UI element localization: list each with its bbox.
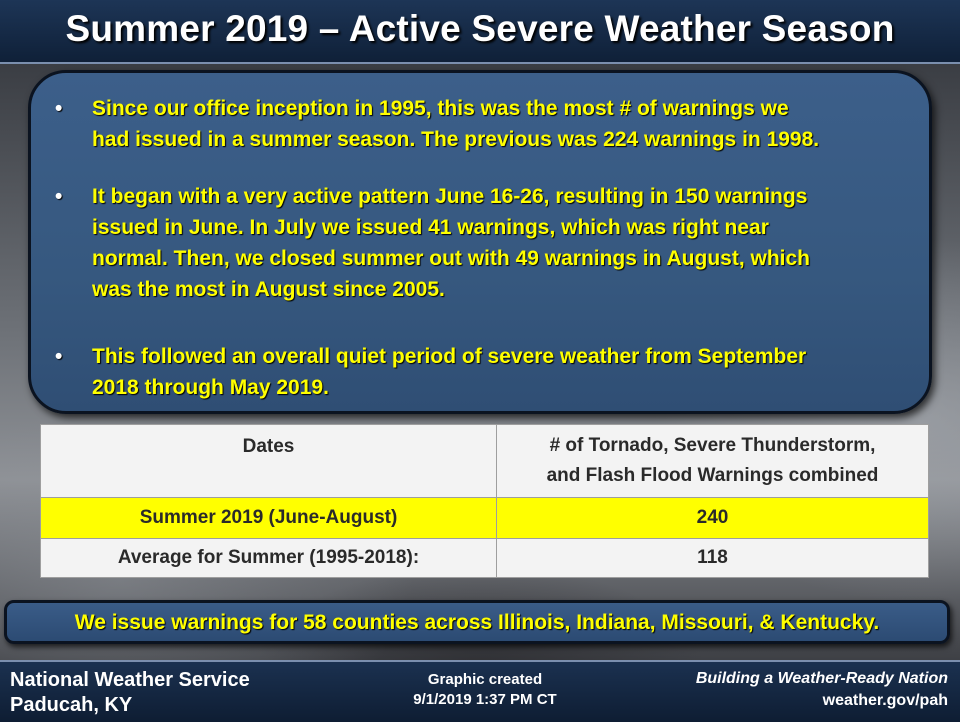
header-label: # of Tornado, Severe Thunderstorm, — [549, 435, 876, 456]
header-label: Dates — [242, 436, 295, 457]
bullet-icon: • — [55, 185, 63, 208]
office-location: Paducah, KY — [10, 694, 133, 716]
slogan-text: Building a Weather-Ready Nation — [695, 670, 948, 687]
bullet-line: was the most in August since 2005. — [92, 278, 445, 301]
created-label: Graphic created — [427, 671, 543, 688]
bullet-text: It began with a very active pattern June… — [92, 181, 912, 305]
title-bar: Summer 2019 – Active Severe Weather Seas… — [0, 0, 960, 64]
bullet-line: 2018 through May 2019. — [92, 376, 329, 399]
table-row: Summer 2019 (June-August) 240 — [40, 497, 929, 539]
bullet-line: issued in June. In July we issued 41 war… — [92, 216, 769, 239]
counties-note: We issue warnings for 58 counties across… — [74, 611, 880, 634]
header-label: and Flash Flood Warnings combined — [546, 465, 879, 486]
bullet-line: This followed an overall quiet period of… — [92, 345, 807, 368]
bullet-line: Since our office inception in 1995, this… — [92, 97, 789, 120]
bullet-icon: • — [55, 97, 63, 120]
warnings-table: Dates # of Tornado, Severe Thunderstorm,… — [40, 424, 929, 578]
office-name: National Weather Service Paducah, KY — [10, 668, 250, 718]
summary-bullet-panel: • Since our office inception in 1995, th… — [28, 70, 932, 414]
created-timestamp: 9/1/2019 1:37 PM CT — [413, 691, 557, 708]
column-header-dates: Dates — [40, 424, 497, 498]
table-header-row: Dates # of Tornado, Severe Thunderstorm,… — [40, 424, 929, 498]
bullet-text: This followed an overall quiet period of… — [92, 341, 912, 403]
bullet-line: normal. Then, we closed summer out with … — [92, 247, 810, 270]
tagline: Building a Weather-Ready Nation weather.… — [696, 668, 948, 712]
row-label: Summer 2019 (June-August) — [40, 497, 497, 539]
bullet-icon: • — [55, 345, 63, 368]
bullet-line: It began with a very active pattern June… — [92, 185, 808, 208]
bullet-line: had issued in a summer season. The previ… — [92, 128, 820, 151]
table-row: Average for Summer (1995-2018): 118 — [40, 538, 929, 578]
row-label: Average for Summer (1995-2018): — [40, 538, 497, 578]
column-header-count: # of Tornado, Severe Thunderstorm, and F… — [496, 424, 929, 498]
bullet-text: Since our office inception in 1995, this… — [92, 93, 912, 155]
row-value: 240 — [496, 497, 929, 539]
website-link[interactable]: weather.gov/pah — [822, 692, 948, 709]
row-value: 118 — [496, 538, 929, 578]
graphic-created-stamp: Graphic created 9/1/2019 1:37 PM CT — [380, 670, 590, 710]
footer-bar: National Weather Service Paducah, KY Gra… — [0, 660, 960, 722]
office-line: National Weather Service — [10, 669, 250, 691]
counties-banner: We issue warnings for 58 counties across… — [4, 600, 950, 644]
page-title: Summer 2019 – Active Severe Weather Seas… — [65, 8, 895, 49]
